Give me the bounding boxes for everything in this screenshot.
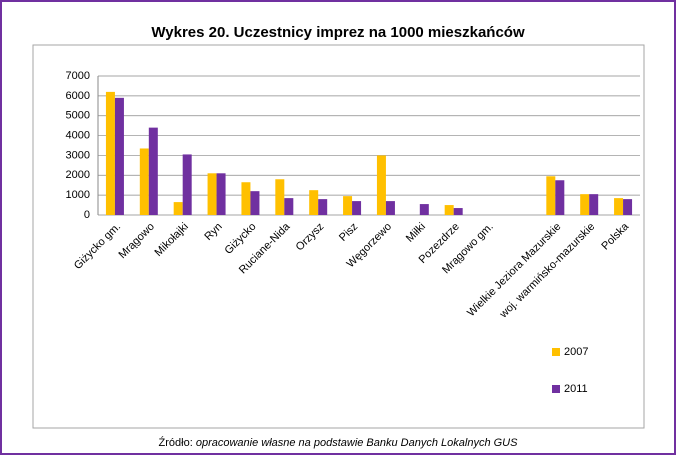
bar: [623, 199, 633, 215]
bar: [309, 190, 319, 215]
source: Źródło: opracowanie własne na podstawie …: [159, 436, 519, 449]
bar: [555, 180, 565, 215]
bar: [376, 155, 386, 215]
y-tick-label: 1000: [66, 189, 90, 201]
plot-frame: [32, 44, 645, 429]
legend-label: 2011: [564, 383, 588, 395]
bar: [114, 97, 124, 215]
y-tick-label: 2000: [66, 169, 90, 181]
y-tick-label: 5000: [66, 110, 90, 122]
bar: [250, 191, 260, 215]
bar: [139, 148, 149, 215]
bar: [148, 127, 158, 215]
bar: [580, 194, 590, 215]
chart-title: Wykres 20. Uczestnicy imprez na 1000 mie…: [151, 24, 525, 41]
bar: [105, 91, 115, 215]
bar: [284, 198, 294, 215]
y-tick-label: 0: [84, 209, 90, 221]
legend-swatch: [552, 385, 560, 393]
bar: [241, 182, 251, 215]
bar: [589, 194, 599, 215]
bar: [419, 204, 429, 215]
bar: [546, 176, 556, 215]
bar: [352, 201, 362, 215]
source-label: Źródło:: [159, 436, 193, 449]
bar: [444, 205, 454, 215]
bar: [343, 196, 353, 215]
bar: [385, 201, 395, 215]
bar: [207, 173, 217, 215]
bar: [216, 173, 226, 215]
source-text: opracowanie własne na podstawie Banku Da…: [196, 437, 518, 449]
bar: [173, 202, 183, 215]
y-tick-label: 6000: [66, 90, 90, 102]
bar: [614, 198, 624, 215]
bar: [453, 208, 463, 215]
y-tick-label: 7000: [66, 70, 90, 82]
y-tick-label: 3000: [66, 149, 90, 161]
bar: [275, 179, 285, 215]
bar: [182, 154, 192, 215]
y-tick-label: 4000: [66, 129, 90, 141]
legend-swatch: [552, 348, 560, 356]
legend-label: 2007: [564, 346, 588, 358]
bar: [318, 199, 328, 215]
